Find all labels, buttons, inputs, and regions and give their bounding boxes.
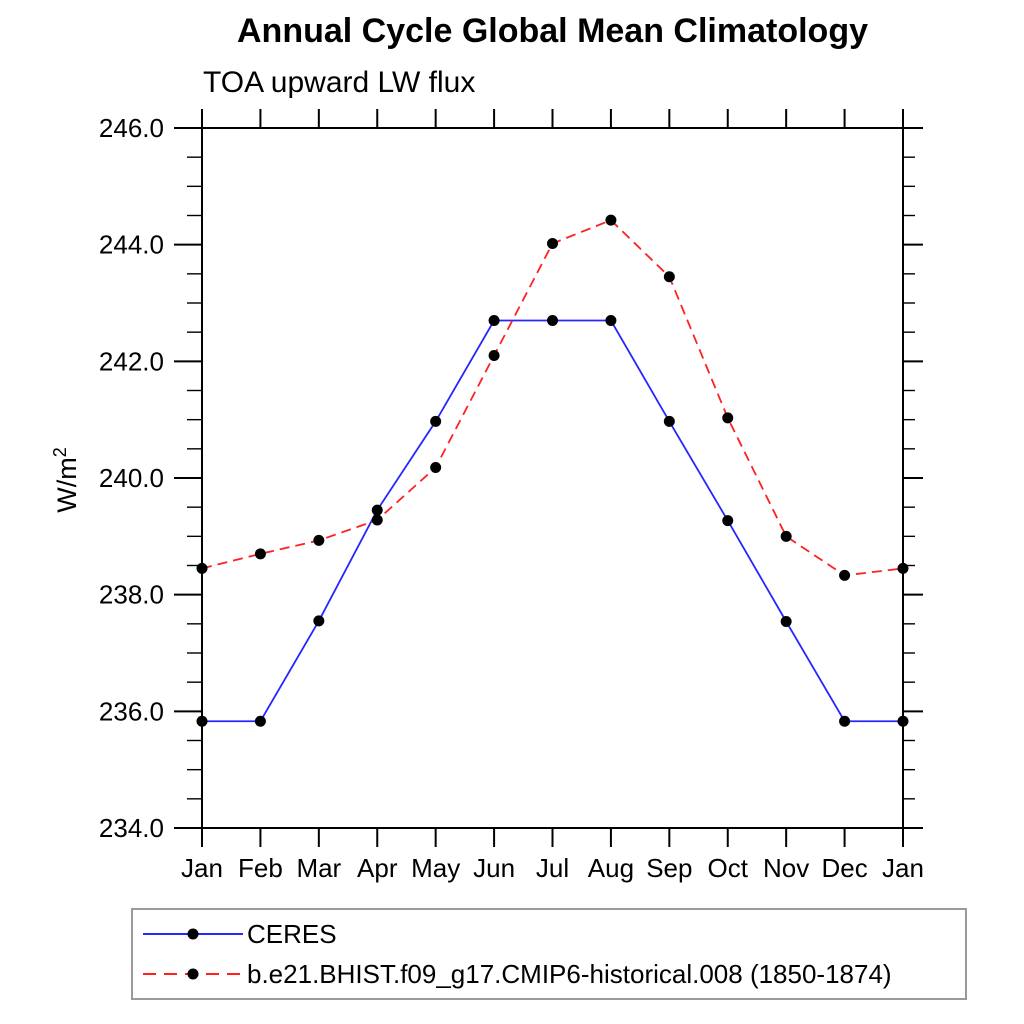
data-point-marker <box>722 412 734 424</box>
x-tick-label: Jan <box>882 853 924 883</box>
data-point-marker <box>488 315 500 326</box>
x-tick-label: Oct <box>708 853 749 883</box>
data-point-marker <box>254 715 266 727</box>
legend-label-ceres: CERES <box>247 918 337 949</box>
data-point-marker <box>605 214 617 226</box>
y-tick-label: 246.0 <box>99 113 164 143</box>
data-point-marker <box>839 569 851 581</box>
x-tick-label: Mar <box>296 853 341 883</box>
x-tick-label: May <box>411 853 460 883</box>
series-line-1 <box>201 219 904 577</box>
data-point-marker <box>196 715 208 727</box>
y-tick-label: 236.0 <box>99 696 164 726</box>
legend: CERES b.e21.BHIST.f09_g17.CMIP6-historic… <box>131 908 967 1000</box>
legend-marker-model <box>187 968 199 980</box>
data-point-marker <box>371 514 383 526</box>
chart-title: Annual Cycle Global Mean Climatology <box>237 12 868 50</box>
x-tick-label: Dec <box>821 853 867 883</box>
x-tick-label: Sep <box>646 853 692 883</box>
data-point-marker <box>371 504 383 516</box>
y-tick-label: 234.0 <box>99 813 164 843</box>
x-tick-label: Aug <box>588 853 634 883</box>
x-tick-label: Feb <box>238 853 283 883</box>
data-point-marker <box>547 315 558 326</box>
data-point-marker <box>254 548 266 560</box>
data-point-marker <box>196 562 208 574</box>
legend-marker-ceres <box>187 928 199 940</box>
data-point-marker <box>313 615 325 627</box>
data-point-marker <box>897 715 909 727</box>
legend-entry-model: b.e21.BHIST.f09_g17.CMIP6-historical.008… <box>142 958 965 990</box>
data-point-marker <box>605 315 617 326</box>
legend-line-sample-dashed <box>143 968 243 980</box>
data-point-marker <box>897 562 909 574</box>
data-point-marker <box>488 350 500 361</box>
data-point-marker <box>430 415 442 427</box>
data-point-marker <box>663 271 675 283</box>
x-tick-label: Jun <box>473 853 515 883</box>
data-point-marker <box>780 616 792 627</box>
legend-entry-ceres: CERES <box>142 918 965 950</box>
legend-label-model: b.e21.BHIST.f09_g17.CMIP6-historical.008… <box>247 958 892 989</box>
data-point-marker <box>722 515 734 527</box>
x-tick-label: Jul <box>536 853 569 883</box>
data-point-marker <box>430 462 442 473</box>
y-tick-label: 240.0 <box>99 463 164 493</box>
x-tick-label: Nov <box>763 853 809 883</box>
y-tick-label: 238.0 <box>99 580 164 610</box>
y-tick-label: 244.0 <box>99 230 164 260</box>
x-tick-label: Apr <box>357 853 398 883</box>
chart-subtitle: TOA upward LW flux <box>203 66 476 99</box>
data-point-marker <box>780 530 792 542</box>
data-point-marker <box>663 415 675 427</box>
series-line-0 <box>202 319 903 723</box>
y-tick-label: 242.0 <box>99 346 164 376</box>
data-point-marker <box>839 715 851 727</box>
data-point-marker <box>313 534 325 546</box>
legend-line-sample-solid <box>143 928 243 940</box>
x-tick-label: Jan <box>181 853 223 883</box>
data-point-marker <box>547 238 558 249</box>
